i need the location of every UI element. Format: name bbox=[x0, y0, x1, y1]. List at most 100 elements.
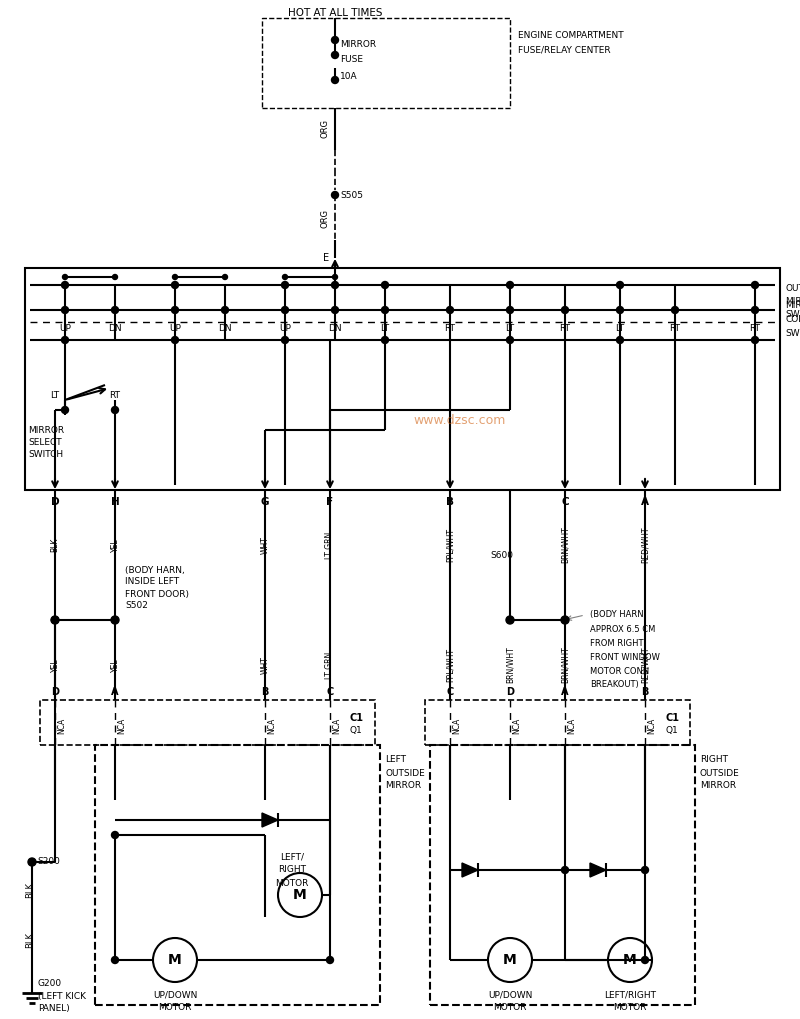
Text: ORG: ORG bbox=[321, 118, 330, 138]
Circle shape bbox=[333, 274, 338, 279]
Bar bbox=[262, 18, 510, 108]
Text: SWITCH: SWITCH bbox=[28, 449, 63, 459]
Text: OUTSIDE: OUTSIDE bbox=[700, 768, 740, 777]
Text: G: G bbox=[261, 497, 270, 507]
Text: NCA: NCA bbox=[567, 717, 576, 734]
Text: (BODY HARN,: (BODY HARN, bbox=[590, 610, 646, 620]
Circle shape bbox=[562, 307, 569, 314]
Text: M: M bbox=[168, 953, 182, 967]
Text: RED/WHT: RED/WHT bbox=[641, 527, 650, 564]
Text: LEFT/: LEFT/ bbox=[280, 853, 304, 861]
Text: FRONT WINDOW: FRONT WINDOW bbox=[590, 652, 660, 661]
Bar bbox=[25, 268, 780, 490]
Circle shape bbox=[171, 281, 178, 288]
Text: C1: C1 bbox=[350, 713, 364, 723]
Circle shape bbox=[751, 336, 758, 343]
Text: FROM RIGHT: FROM RIGHT bbox=[590, 639, 643, 647]
Text: LEFT/RIGHT: LEFT/RIGHT bbox=[604, 990, 656, 1000]
Text: A: A bbox=[562, 687, 569, 697]
Circle shape bbox=[326, 957, 334, 964]
Text: PPL/WHT: PPL/WHT bbox=[446, 648, 454, 682]
Text: 10A: 10A bbox=[340, 71, 358, 81]
Circle shape bbox=[331, 52, 338, 58]
Text: MIRROR: MIRROR bbox=[385, 782, 421, 791]
Text: S505: S505 bbox=[340, 191, 363, 200]
Text: D: D bbox=[51, 687, 59, 697]
Text: HOT AT ALL TIMES: HOT AT ALL TIMES bbox=[288, 8, 382, 18]
Text: A: A bbox=[641, 497, 649, 507]
Text: F: F bbox=[326, 497, 334, 507]
Text: UP/DOWN: UP/DOWN bbox=[153, 990, 197, 1000]
Circle shape bbox=[617, 307, 623, 314]
Circle shape bbox=[562, 866, 569, 873]
Text: YEL: YEL bbox=[50, 658, 59, 672]
Text: RED/WHT: RED/WHT bbox=[641, 647, 650, 684]
Text: NCA: NCA bbox=[452, 717, 461, 734]
Circle shape bbox=[171, 336, 178, 343]
Text: S200: S200 bbox=[37, 858, 60, 866]
Text: RT: RT bbox=[750, 323, 761, 332]
Circle shape bbox=[446, 307, 454, 314]
Circle shape bbox=[111, 616, 119, 624]
Text: C: C bbox=[446, 687, 454, 697]
Text: (LEFT KICK: (LEFT KICK bbox=[38, 993, 86, 1002]
Text: OUTSIDE: OUTSIDE bbox=[785, 283, 800, 292]
Text: YEL: YEL bbox=[110, 658, 119, 672]
Text: MIRROR: MIRROR bbox=[700, 782, 736, 791]
Text: NCA: NCA bbox=[332, 717, 341, 734]
Text: FUSE: FUSE bbox=[340, 54, 363, 63]
Text: UP/DOWN: UP/DOWN bbox=[488, 990, 532, 1000]
Text: ENGINE COMPARTMENT: ENGINE COMPARTMENT bbox=[518, 31, 624, 40]
Text: YEL: YEL bbox=[110, 538, 119, 552]
Circle shape bbox=[617, 281, 623, 288]
Text: BREAKOUT): BREAKOUT) bbox=[590, 681, 638, 690]
Circle shape bbox=[617, 336, 623, 343]
Text: BLK: BLK bbox=[26, 882, 34, 898]
Text: B: B bbox=[642, 687, 649, 697]
Text: LT: LT bbox=[615, 323, 625, 332]
Circle shape bbox=[111, 832, 118, 839]
Text: E: E bbox=[323, 253, 329, 263]
Circle shape bbox=[62, 274, 67, 279]
Text: B: B bbox=[262, 687, 269, 697]
Text: B: B bbox=[446, 497, 454, 507]
Text: UP: UP bbox=[169, 323, 181, 332]
Text: NCA: NCA bbox=[647, 717, 656, 734]
Text: Q1: Q1 bbox=[350, 726, 362, 735]
Text: LT: LT bbox=[50, 390, 59, 399]
Circle shape bbox=[111, 307, 118, 314]
Circle shape bbox=[111, 407, 118, 414]
Circle shape bbox=[282, 274, 287, 279]
Text: DN: DN bbox=[328, 323, 342, 332]
Text: BLK: BLK bbox=[50, 538, 59, 552]
Polygon shape bbox=[590, 863, 606, 877]
Text: WHT: WHT bbox=[261, 536, 270, 554]
Circle shape bbox=[751, 281, 758, 288]
Circle shape bbox=[62, 281, 69, 288]
Text: RT: RT bbox=[670, 323, 681, 332]
Text: CONTROL: CONTROL bbox=[785, 315, 800, 323]
Circle shape bbox=[28, 858, 36, 866]
Text: MOTOR: MOTOR bbox=[158, 1003, 192, 1012]
Circle shape bbox=[62, 336, 69, 343]
Circle shape bbox=[222, 307, 229, 314]
Circle shape bbox=[282, 307, 289, 314]
Circle shape bbox=[173, 274, 178, 279]
Text: INSIDE LEFT: INSIDE LEFT bbox=[125, 578, 179, 587]
Text: LT GRN: LT GRN bbox=[326, 531, 334, 558]
Text: G200: G200 bbox=[38, 978, 62, 987]
Bar bbox=[95, 745, 380, 1005]
Circle shape bbox=[222, 274, 227, 279]
Circle shape bbox=[382, 336, 389, 343]
Text: BLK: BLK bbox=[26, 932, 34, 948]
Bar bbox=[40, 700, 375, 745]
Circle shape bbox=[382, 281, 389, 288]
Circle shape bbox=[51, 616, 59, 624]
Circle shape bbox=[331, 307, 338, 314]
Text: A: A bbox=[111, 687, 118, 697]
Circle shape bbox=[642, 866, 649, 873]
Text: NCA: NCA bbox=[512, 717, 521, 734]
Text: www.dzsc.com: www.dzsc.com bbox=[414, 414, 506, 427]
Text: NCA: NCA bbox=[267, 717, 276, 734]
Text: OUTSIDE: OUTSIDE bbox=[385, 768, 425, 777]
